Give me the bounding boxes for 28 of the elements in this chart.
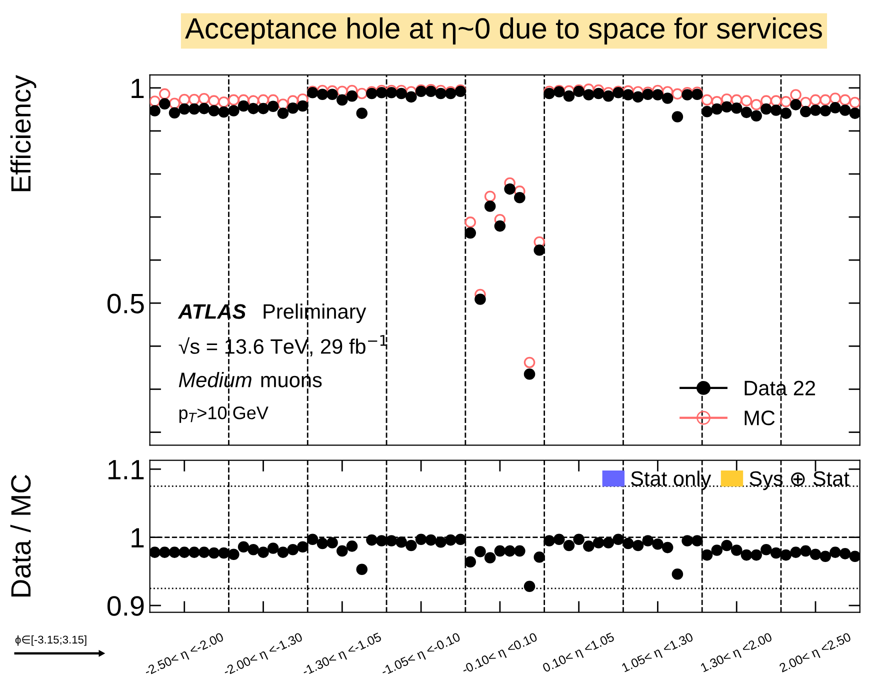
chart-title: Acceptance hole at η~0 due to space for services: [185, 17, 822, 45]
legend-label: Stat only: [631, 470, 712, 490]
legend-label: Data 22: [744, 380, 816, 396]
y-tick-label: 1: [132, 528, 144, 548]
x-tick-label: -2.50< η <-2.00: [144, 632, 226, 678]
x-tick-label: -0.10< η <0.10: [461, 632, 539, 676]
x-tick-label: 1.05< η <1.30: [621, 632, 695, 675]
text: ϕ∈[-3.15;3.15]: [15, 635, 86, 646]
annotation: p$_{T}$>10 GeV: [179, 406, 268, 423]
y-axis-title: Efficiency: [10, 75, 36, 192]
annotation: Medium: [178, 372, 252, 388]
x-tick-label: 0.10< η <1.05: [542, 632, 616, 675]
y-axis-title: Data / MC: [10, 474, 31, 597]
x-tick-label: 2.00< η <2.50: [778, 632, 852, 675]
y-tick-label: 1.1: [108, 460, 144, 480]
annotation: ATLAS: [178, 304, 246, 319]
annotation: Preliminary: [264, 304, 366, 323]
legend-label: Sys ⊕ Stat: [750, 471, 850, 490]
x-tick-label: -2.00< η <-1.30: [222, 632, 304, 678]
y-tick-label: 0.9: [107, 596, 144, 616]
annotation: muons: [261, 376, 322, 388]
x-tick-label: -1.05< η <-0.10: [380, 632, 462, 678]
x-tick-label: -1.30< η <-1.05: [302, 632, 383, 678]
annotation: √s = 13.6 TeV, 29 fb$^{−1}$: [178, 335, 387, 356]
x-tick-label: 1.30< η <2.00: [700, 632, 774, 675]
y-tick-label: 0.5: [107, 294, 144, 314]
legend-label: MC: [744, 410, 775, 426]
y-tick-label: 1: [132, 78, 144, 98]
